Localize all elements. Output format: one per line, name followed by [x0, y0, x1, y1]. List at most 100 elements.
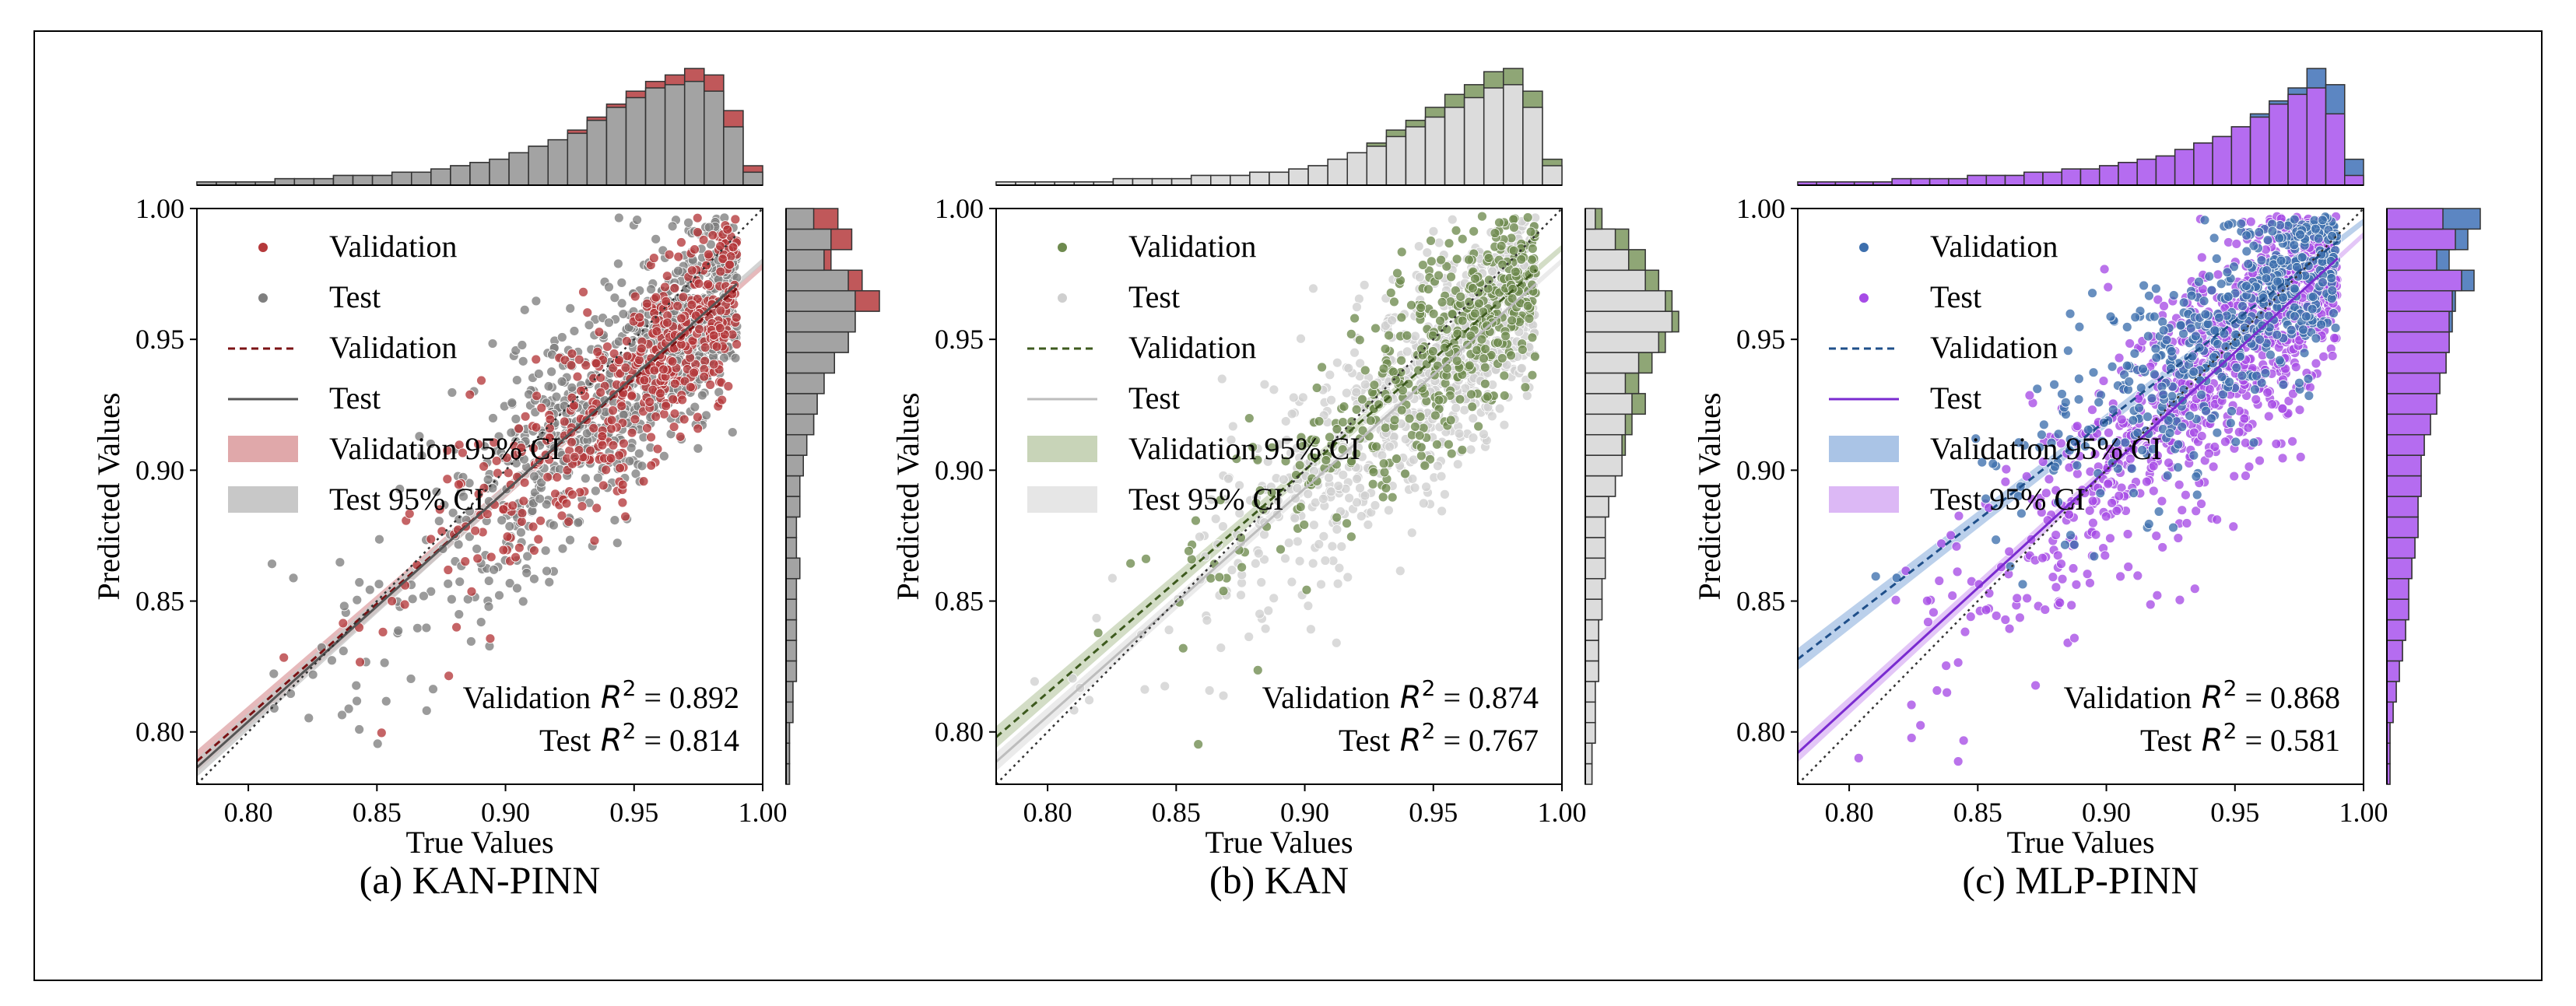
test-point	[1305, 624, 1316, 635]
validation-point	[2013, 491, 2023, 502]
validation-point	[1455, 291, 1466, 302]
test-point	[1890, 594, 1901, 605]
validation-point	[660, 282, 670, 293]
test-point	[351, 680, 362, 691]
validation-point	[1473, 421, 1484, 432]
validation-point	[1410, 422, 1420, 432]
plot-area	[1798, 209, 2364, 784]
validation-point	[1332, 512, 1342, 523]
validation-point	[1497, 353, 1507, 363]
validation-point	[707, 230, 718, 240]
test-point	[1269, 593, 1279, 604]
test-point	[2142, 476, 2152, 487]
validation-point	[2310, 223, 2321, 234]
validation-point	[1191, 515, 1201, 526]
y-tick-label: 0.95	[1736, 324, 1785, 355]
validation-point	[717, 394, 728, 405]
test-point	[2087, 496, 2098, 507]
test-point	[1428, 226, 1439, 237]
validation-point	[662, 317, 672, 328]
validation-point	[1483, 283, 1493, 294]
validation-point	[669, 378, 680, 389]
test-point	[529, 471, 539, 482]
legend-label: Validation	[1930, 330, 2058, 365]
top-hist-test-bar	[1463, 96, 1485, 186]
validation-point	[616, 401, 627, 412]
validation-point	[2119, 370, 2130, 380]
validation-point	[2265, 349, 2276, 360]
test-point	[497, 515, 507, 526]
y-tick-label: 1.00	[1736, 193, 1785, 224]
validation-point	[597, 431, 608, 442]
validation-point	[606, 415, 617, 426]
test-point	[1318, 493, 1328, 504]
legend-validation-ci-patch	[1027, 436, 1097, 462]
validation-point	[1349, 313, 1360, 324]
validation-point	[598, 480, 609, 491]
test-point	[352, 594, 363, 605]
validation-point	[2186, 290, 2197, 301]
x-tick-label: 1.00	[739, 797, 788, 828]
x-tick-label: 0.80	[1825, 797, 1874, 828]
validation-point	[1451, 254, 1462, 265]
validation-point	[1432, 439, 1442, 450]
test-point	[1953, 756, 1964, 767]
validation-point	[1500, 331, 1511, 342]
validation-point	[2093, 397, 2104, 408]
validation-point	[652, 443, 663, 454]
validation-point	[2157, 317, 2168, 328]
validation-point	[2173, 439, 2184, 450]
x-tick-label: 0.85	[1152, 797, 1201, 828]
validation-point	[1436, 254, 1447, 265]
validation-point	[520, 411, 531, 422]
test-point	[428, 684, 438, 695]
validation-point	[2248, 437, 2259, 448]
test-point	[2311, 358, 2322, 369]
legend-label: Test	[1930, 279, 1981, 314]
validation-point	[1299, 520, 1310, 530]
validation-point	[2250, 384, 2260, 395]
test-point	[1303, 601, 1314, 612]
validation-point	[2251, 370, 2262, 381]
test-point	[1163, 625, 1174, 636]
test-point	[1422, 247, 1433, 258]
validation-point	[722, 224, 733, 235]
right-hist-test-bar	[1585, 228, 1616, 251]
test-point	[658, 450, 669, 461]
test-point	[2244, 461, 2255, 472]
y-tick-label: 1.00	[935, 193, 984, 224]
r2-prefix: Validation	[463, 680, 591, 715]
test-point	[517, 340, 528, 350]
r2-exponent: 2	[623, 718, 637, 744]
test-point	[1349, 347, 1360, 358]
x-tick-label: 0.90	[481, 797, 530, 828]
x-axis-label: True Values	[2006, 825, 2154, 860]
test-point	[1256, 577, 1267, 587]
validation-point	[1396, 247, 1407, 258]
test-point	[567, 382, 577, 393]
test-point	[533, 369, 544, 379]
validation-point	[544, 433, 555, 443]
test-point	[2090, 529, 2101, 540]
validation-point	[1400, 468, 1410, 479]
top-hist-test-bar	[2174, 149, 2195, 186]
validation-point	[619, 438, 629, 449]
test-point	[352, 696, 362, 706]
validation-point	[2234, 351, 2245, 362]
validation-point	[2209, 233, 2220, 244]
validation-point	[2262, 235, 2273, 246]
validation-point	[1125, 558, 1136, 569]
r2-annotation: Test R2 = 0.814	[539, 718, 739, 759]
test-point	[421, 622, 432, 633]
validation-point	[1496, 240, 1507, 251]
validation-point	[650, 314, 661, 325]
test-point	[2212, 514, 2223, 525]
validation-point	[1267, 442, 1277, 453]
r2-annotation: Test R2 = 0.767	[1339, 718, 1539, 759]
x-tick-label: 0.90	[2082, 797, 2131, 828]
top-hist-test-bar	[2118, 162, 2138, 186]
top-hist-test-bar	[1483, 87, 1504, 186]
right-hist-test-bar	[2386, 413, 2431, 436]
validation-point	[2166, 363, 2176, 374]
validation-point	[1252, 454, 1263, 465]
